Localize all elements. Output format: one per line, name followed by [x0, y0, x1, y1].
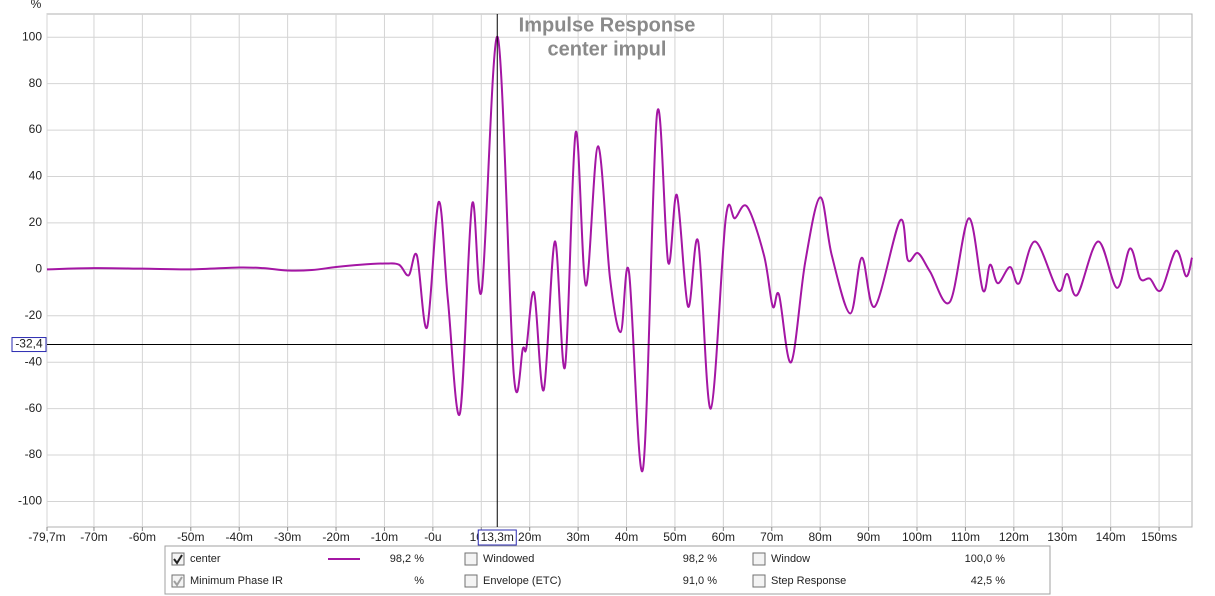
legend-label: Window: [771, 553, 810, 565]
chart-subtitle: center impul: [548, 38, 667, 60]
x-tick-label: 70m: [760, 530, 783, 544]
x-tick-label: 110m: [951, 530, 980, 544]
legend-reading: %: [414, 575, 424, 587]
y-tick-label: -40: [25, 354, 43, 368]
checkmark: [173, 576, 183, 587]
legend-checkbox[interactable]: [464, 574, 478, 588]
legend-label: Windowed: [483, 553, 534, 565]
plot-area: [46, 13, 1193, 528]
x-tick-label: 150ms: [1141, 530, 1177, 544]
legend-label: Minimum Phase IR: [190, 575, 283, 587]
legend-reading: 98,2 %: [683, 553, 717, 565]
legend-reading: 98,2 %: [390, 553, 424, 565]
x-tick-label: -40m: [226, 530, 253, 544]
x-tick-label: 100m: [902, 530, 932, 544]
impulse-line: [46, 36, 1193, 473]
y-tick-label: 60: [29, 122, 43, 136]
cursor-y-box: [11, 337, 47, 353]
x-tick-label: -70m: [80, 530, 107, 544]
x-tick-label: 60m: [712, 530, 735, 544]
legend-label: Envelope (ETC): [483, 575, 561, 587]
y-tick-label: -100: [18, 494, 42, 508]
legend-reading: 42,5 %: [971, 575, 1005, 587]
y-tick-label: -20: [25, 308, 43, 322]
y-tick-label: 20: [29, 215, 43, 229]
x-tick-label: 40m: [615, 530, 638, 544]
y-tick-label: 80: [29, 76, 43, 90]
x-tick-label: -79,7m: [28, 530, 65, 544]
legend-checkbox[interactable]: [464, 552, 478, 566]
legend-reading: 91,0 %: [683, 575, 717, 587]
x-tick-label: -50m: [177, 530, 204, 544]
y-tick-label: 40: [29, 169, 43, 183]
x-tick-label: -10m: [371, 530, 398, 544]
legend-reading: 100,0 %: [965, 553, 1006, 565]
legend-label: Step Response: [771, 575, 846, 587]
x-tick-label: 130m: [1047, 530, 1077, 544]
x-tick-label: 50m: [663, 530, 686, 544]
x-tick-label: 90m: [857, 530, 880, 544]
legend-checkbox[interactable]: [752, 574, 766, 588]
x-tick-label: -0u: [424, 530, 441, 544]
y-axis-label: %: [31, 0, 42, 11]
x-tick-label: 120m: [999, 530, 1029, 544]
cursor-y-label: -32,4: [15, 337, 43, 351]
y-tick-label: 100: [22, 29, 42, 43]
x-tick-label: 80m: [809, 530, 832, 544]
checkmark: [173, 554, 183, 565]
cursor-x-label: 13,3m: [481, 530, 514, 544]
legend-panel: [164, 545, 1051, 595]
legend-checkbox[interactable]: [752, 552, 766, 566]
x-tick-label: 30m: [566, 530, 589, 544]
y-tick-label: -60: [25, 401, 43, 415]
x-tick-label: -20m: [322, 530, 349, 544]
x-tick-label: 20m: [518, 530, 541, 544]
y-tick-label: -80: [25, 447, 43, 461]
cursor-x-box: [477, 529, 517, 546]
chart-title: Impulse Response: [519, 14, 696, 36]
x-tick-label: -60m: [129, 530, 156, 544]
x-tick-label: -30m: [274, 530, 301, 544]
y-tick-label: 0: [35, 262, 42, 276]
legend-label: center: [190, 553, 221, 565]
x-tick-label: 140m: [1096, 530, 1126, 544]
